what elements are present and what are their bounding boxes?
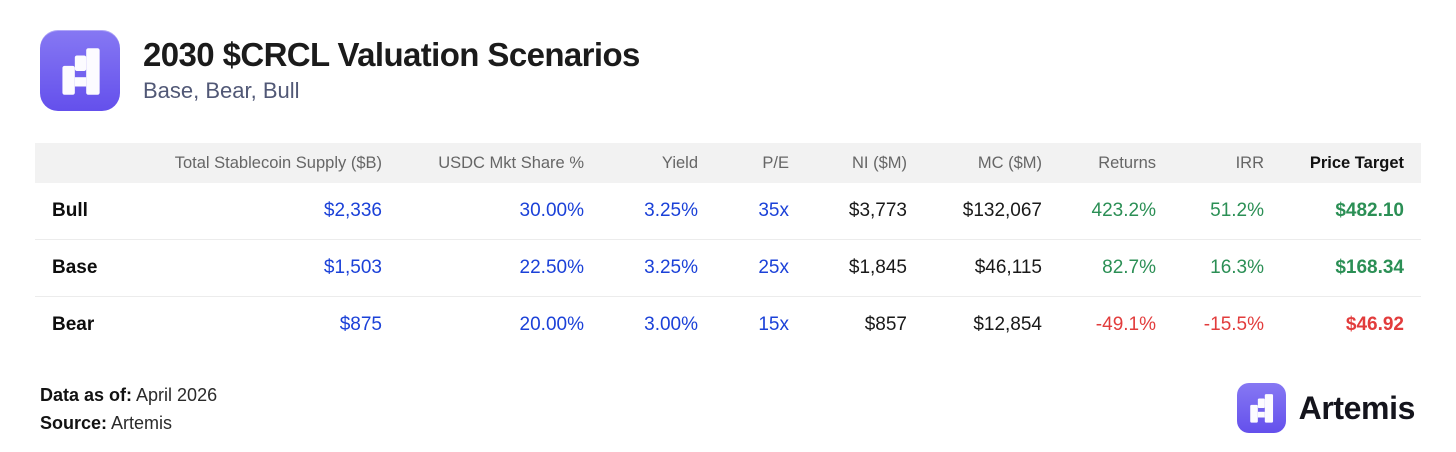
source-label: Source:	[40, 412, 108, 433]
data-as-of-line: Data as of: April 2026	[40, 382, 217, 410]
artemis-logo-icon	[1236, 383, 1286, 433]
title-block: 2030 $CRCL Valuation Scenarios Base, Bea…	[143, 35, 640, 104]
artemis-logo-icon	[40, 30, 120, 111]
table-cell: $2,336	[141, 183, 399, 240]
column-header: IRR	[1173, 143, 1281, 183]
column-header: Total Stablecoin Supply ($B)	[141, 143, 399, 183]
table-cell: -15.5%	[1203, 314, 1264, 335]
column-header: MC ($M)	[924, 143, 1059, 183]
scenario-label: Base	[35, 239, 141, 297]
table-cell: 3.25%	[601, 183, 715, 240]
scenario-label: Bull	[35, 183, 141, 240]
scenario-label: Bear	[52, 314, 95, 335]
column-header-scenario	[35, 143, 141, 183]
table-cell: $46.92	[1345, 314, 1404, 335]
table-cell: -49.1%	[1095, 314, 1156, 335]
column-header: Yield	[601, 143, 715, 183]
column-header: USDC Mkt Share %	[399, 143, 601, 183]
valuation-scenarios-table: Total Stablecoin Supply ($B) USDC Mkt Sha…	[35, 143, 1421, 353]
table-cell: $168.34	[1281, 239, 1421, 297]
table-row: Base $1,503 22.50% 3.25% 25x $1,845 $46,115 82.…	[35, 239, 1421, 297]
brand-footer: Artemis	[1236, 383, 1416, 433]
column-header: Price Target	[1281, 143, 1421, 183]
table-row: Bull $2,336 30.00% 3.25% 35x $3,773 $132,067 42…	[35, 183, 1421, 240]
column-header: NI ($M)	[806, 143, 924, 183]
table-cell: $1,503	[141, 239, 399, 297]
table-cell: $482.10	[1281, 183, 1421, 240]
table-cell: 30.00%	[399, 183, 601, 240]
table-cell: $3,773	[806, 183, 924, 240]
table-cell: 25x	[715, 239, 806, 297]
table-cell: 20.00%	[519, 314, 584, 335]
source-value: Artemis	[107, 412, 173, 433]
table-cell: $1,845	[806, 239, 924, 297]
table-cell: $857	[864, 314, 907, 335]
table-cell: 51.2%	[1173, 183, 1281, 240]
table-cell: $12,854	[973, 314, 1042, 335]
table-cell: 22.50%	[399, 239, 601, 297]
page-subtitle: Base, Bear, Bull	[143, 78, 300, 104]
table-cell: 3.25%	[601, 239, 715, 297]
column-header: Returns	[1059, 143, 1173, 183]
column-header: P/E	[715, 143, 806, 183]
table-cell: 82.7%	[1059, 239, 1173, 297]
table-row: Bear $875 20.00% 3.00% 15x $857 $12,854 -49.1% -…	[35, 297, 1421, 354]
data-as-of-label: Data as of:	[40, 385, 133, 405]
table-cell: 15x	[758, 314, 789, 335]
table-cell: 16.3%	[1173, 239, 1281, 297]
table-cell: $875	[339, 314, 382, 335]
data-as-of-value: April 2026	[132, 385, 218, 405]
table-cell: 3.00%	[644, 314, 698, 335]
brand-wordmark: Artemis	[1298, 389, 1416, 426]
table-cell: 423.2%	[1059, 183, 1173, 240]
source-line: Source: Artemis	[40, 410, 217, 438]
table-cell: 35x	[715, 183, 806, 240]
table-cell: $132,067	[924, 183, 1059, 240]
footer-meta: Data as of: April 2026 Source: Artemis	[40, 382, 217, 437]
page-header: 2030 $CRCL Valuation Scenarios Base, Bea…	[40, 30, 640, 111]
table-cell: $46,115	[924, 239, 1059, 297]
page-title: 2030 $CRCL Valuation Scenarios	[143, 35, 640, 73]
table-header-row: Total Stablecoin Supply ($B) USDC Mkt Sha…	[35, 143, 1421, 183]
data-table: Total Stablecoin Supply ($B) USDC Mkt Sha…	[35, 143, 1421, 353]
